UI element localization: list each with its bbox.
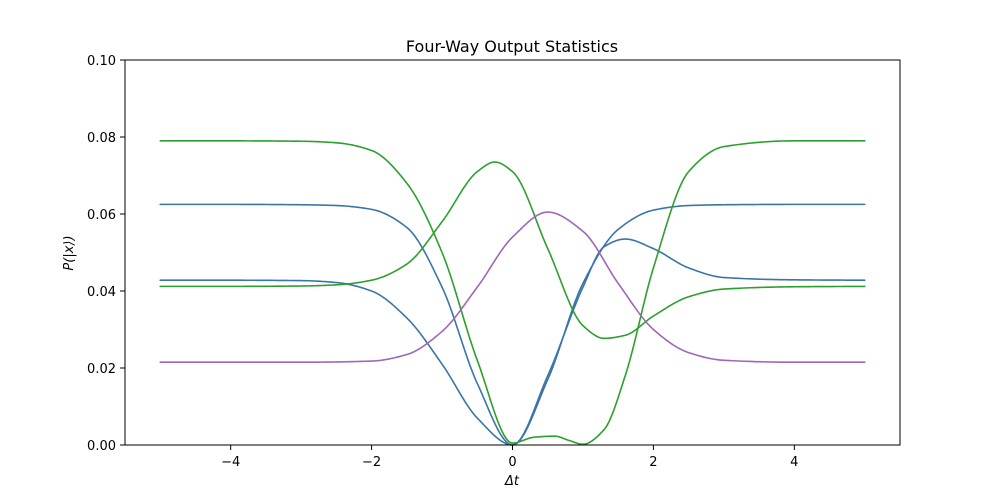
x-axis: −4 −2 0 2 4 (221, 445, 798, 470)
x-tick-label: 0 (508, 455, 516, 470)
y-tick-label: 0.10 (87, 54, 116, 69)
x-tick-label: 4 (790, 455, 798, 470)
x-tick-label: −4 (221, 455, 240, 470)
x-axis-label: Δt (504, 474, 520, 489)
chart-title: Four-Way Output Statistics (406, 37, 618, 56)
series-line-1 (159, 203, 866, 446)
series-layer (159, 140, 866, 446)
y-axis: 0.00 0.02 0.04 0.06 0.08 0.10 (87, 54, 125, 454)
y-tick-label: 0.00 (87, 439, 116, 454)
x-tick-label: −2 (362, 455, 381, 470)
y-tick-label: 0.02 (87, 362, 116, 377)
x-tick-label: 2 (649, 455, 657, 470)
series-line-5 (159, 211, 866, 364)
series-line-4 (159, 161, 866, 340)
y-tick-label: 0.08 (87, 131, 116, 146)
y-axis-label: P(|x⟩) (62, 235, 77, 270)
series-line-2 (159, 238, 866, 446)
plot-frame (124, 59, 901, 446)
series-line-3 (159, 140, 866, 446)
y-tick-label: 0.06 (87, 208, 116, 223)
y-tick-label: 0.04 (87, 285, 116, 300)
